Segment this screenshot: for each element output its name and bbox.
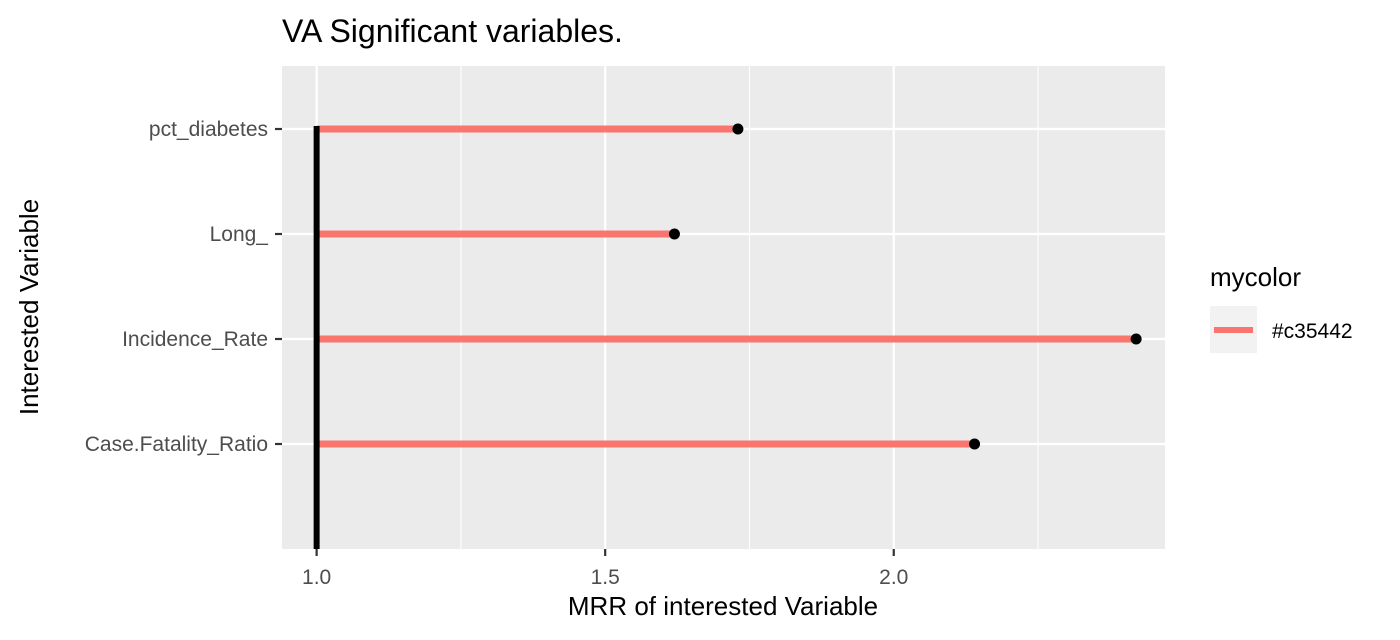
chart-marks xyxy=(313,123,1142,549)
lollipop-point xyxy=(668,228,680,240)
lollipop-point xyxy=(732,123,744,135)
y-axis-title: Interested Variable xyxy=(14,199,44,415)
plot-panel xyxy=(282,66,1165,549)
lollipop-point xyxy=(969,438,981,450)
y-tick-label: pct_diabetes xyxy=(149,118,268,141)
chart-title: VA Significant variables. xyxy=(282,13,623,49)
legend: mycolor #c35442 xyxy=(1210,262,1353,353)
y-tick-label: Case.Fatality_Ratio xyxy=(85,433,268,456)
x-tick-label: 1.0 xyxy=(302,566,331,589)
x-axis-title: MRR of interested Variable xyxy=(568,591,878,621)
y-tick-label: Incidence_Rate xyxy=(122,328,268,351)
x-tick-label: 2.0 xyxy=(879,566,908,589)
y-tick-label: Long_ xyxy=(210,223,269,246)
legend-entry-label: #c35442 xyxy=(1272,320,1353,343)
axis-ticks: 1.0 1.5 2.0 pct_diabetes Long_ Incidence_Rate… xyxy=(85,118,909,589)
lollipop-point xyxy=(1130,333,1142,345)
legend-title: mycolor xyxy=(1210,262,1301,292)
x-tick-label: 1.5 xyxy=(591,566,620,589)
